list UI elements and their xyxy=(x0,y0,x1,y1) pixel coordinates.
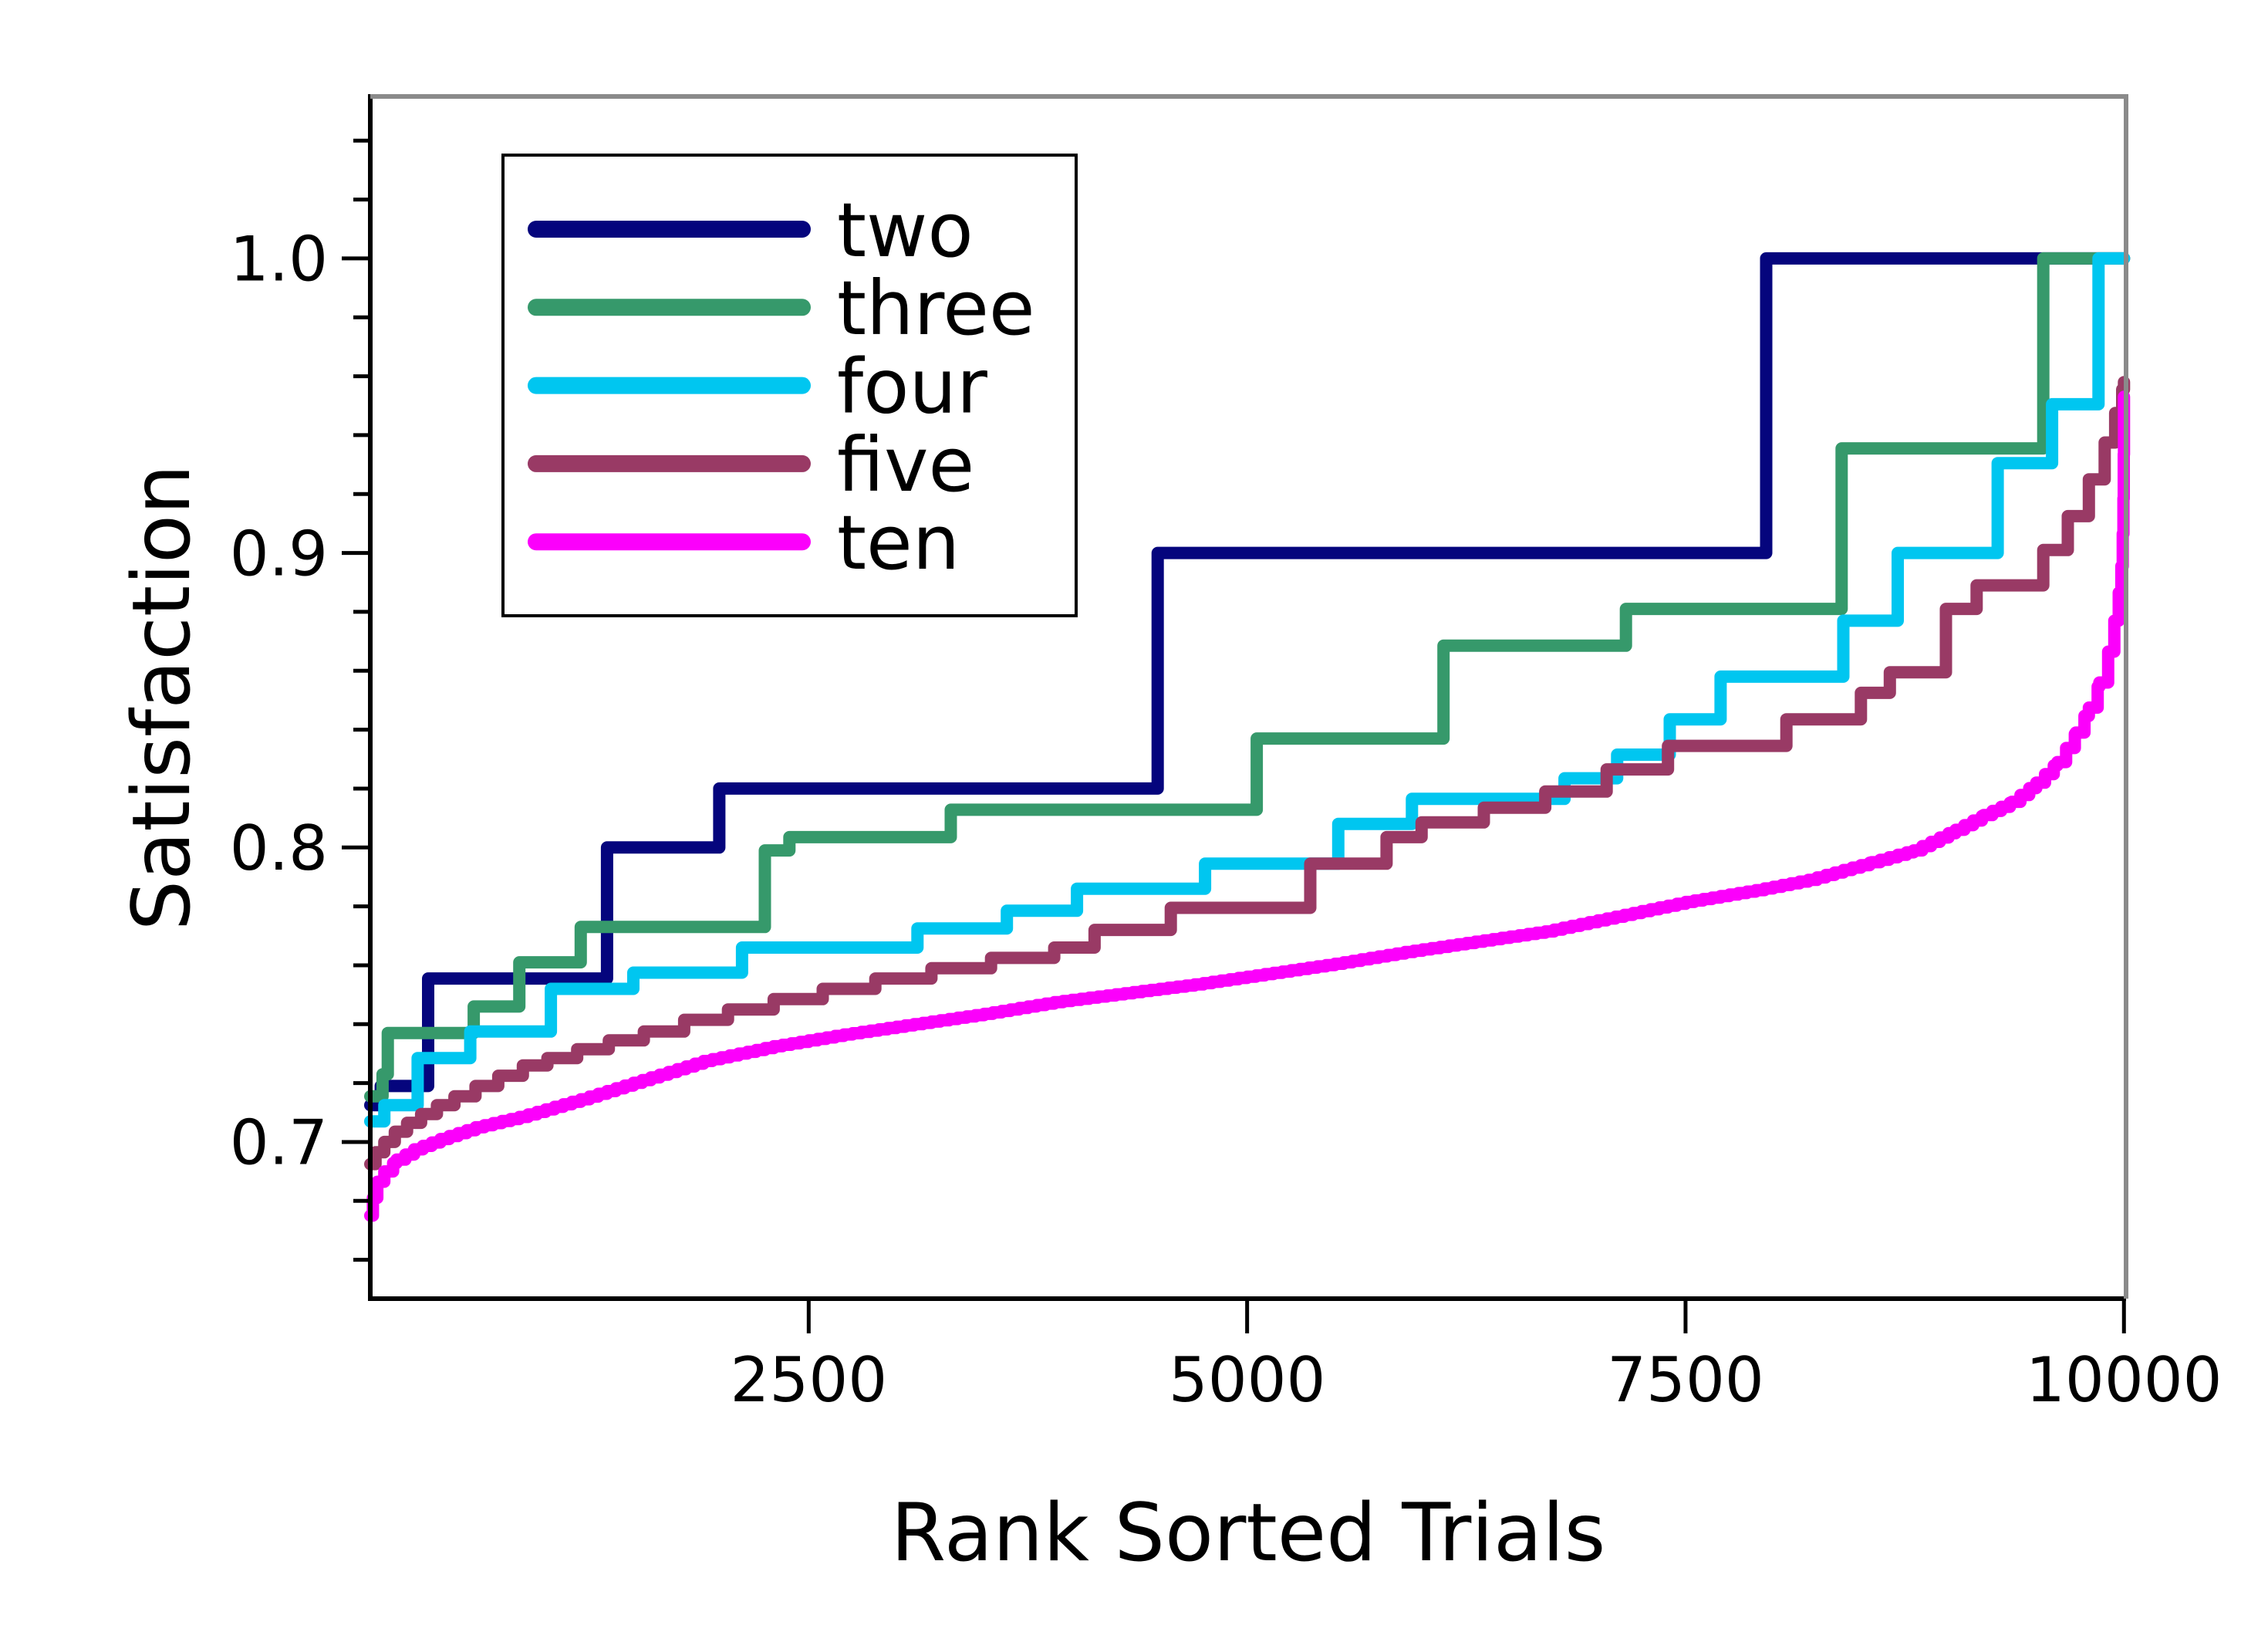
series-five-line xyxy=(364,376,2131,1171)
y-tick-label: 0.7 xyxy=(230,1107,328,1179)
y-tick-label: 1.0 xyxy=(230,224,328,296)
x-tick-label: 7500 xyxy=(1607,1344,1764,1416)
legend-label-two: two xyxy=(837,187,974,274)
series-ten-line xyxy=(364,390,2131,1222)
legend-label-four: four xyxy=(837,343,987,431)
x-axis-title: Rank Sorted Trials xyxy=(891,1487,1606,1580)
legend-label-three: three xyxy=(837,265,1035,352)
y-tick-label: 0.9 xyxy=(230,518,328,590)
x-tick-label: 10000 xyxy=(2026,1344,2222,1416)
series-three-line xyxy=(364,252,2131,1103)
legend-label-ten: ten xyxy=(837,499,960,586)
x-tick-label: 2500 xyxy=(731,1344,888,1416)
x-tick-label: 5000 xyxy=(1169,1344,1326,1416)
y-axis-title: Satisfaction xyxy=(116,465,208,931)
y-tick-label: 0.8 xyxy=(230,813,328,884)
series-four-line xyxy=(364,252,2131,1128)
legend-label-five: five xyxy=(837,421,974,509)
